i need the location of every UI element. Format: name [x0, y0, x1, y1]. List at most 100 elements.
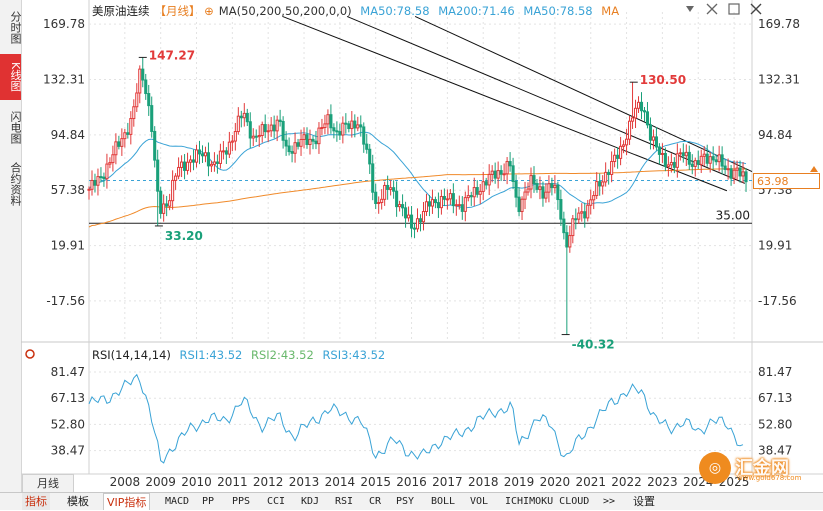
candle-body: [454, 204, 458, 207]
tab-cr[interactable]: CR: [369, 496, 382, 507]
indicator-bar: 指标 模板 VIP指标 MACD PP PPS CCI KDJ RSI CR P…: [0, 492, 823, 510]
candle-body: [389, 187, 393, 190]
candle-body: [714, 159, 718, 163]
symbol-name: 美原油连续: [92, 4, 150, 18]
extreme-label: 33.20: [165, 229, 203, 243]
settings-icon[interactable]: ⊕: [204, 4, 214, 18]
rsi-tick-label-left: 67.13: [51, 391, 85, 405]
candle-body: [278, 119, 282, 122]
rsi-tick-label-right: 38.47: [758, 444, 792, 458]
tab-indicators[interactable]: 指标: [22, 493, 50, 510]
candle-body: [311, 138, 315, 142]
candle-body: [720, 154, 724, 167]
watermark-url: www.gold678.com: [737, 474, 802, 482]
tab-pps[interactable]: PPS: [232, 496, 251, 507]
period-selector[interactable]: 月线: [22, 474, 74, 493]
channel-line: [346, 15, 746, 184]
candle-body: [625, 138, 629, 146]
tab-vol[interactable]: VOL: [470, 496, 489, 507]
candle-body: [368, 148, 372, 165]
tab-pp[interactable]: PP: [202, 496, 215, 507]
sidebar-tab-flash[interactable]: 闪电图: [9, 110, 22, 144]
x-tick-label: 2021: [575, 475, 606, 489]
candle-body: [335, 130, 339, 133]
tab-settings[interactable]: 设置: [633, 495, 655, 508]
tab-psy[interactable]: PSY: [396, 496, 415, 507]
candle-body: [212, 161, 216, 165]
tab-ichimoku[interactable]: ICHIMOKU CLOUD: [505, 496, 590, 507]
candle-body: [726, 168, 730, 171]
candle-body: [502, 173, 506, 176]
sidebar-tab-kline[interactable]: K线图: [0, 54, 22, 100]
candle-body: [442, 195, 446, 200]
candle-body: [224, 150, 228, 155]
candle-body: [616, 154, 620, 159]
tab-kdj[interactable]: KDJ: [301, 496, 320, 507]
candle-body: [448, 193, 452, 200]
candle-body: [299, 138, 303, 147]
candle-body: [586, 204, 590, 219]
candle-body: [723, 165, 727, 170]
candle-body: [218, 150, 222, 164]
candle-body: [421, 211, 426, 223]
candle-body: [194, 149, 199, 163]
candle-body: [633, 107, 638, 119]
candle-body: [272, 124, 276, 132]
candle-body: [487, 173, 491, 186]
tab-templates[interactable]: 模板: [67, 495, 89, 508]
candle-body: [684, 151, 688, 157]
sidebar-tab-timeshare[interactable]: 分时图: [9, 10, 22, 44]
candle-body: [263, 124, 267, 133]
y-tick-label-left: -17.56: [46, 294, 85, 308]
candle-body: [711, 156, 715, 161]
y-tick-label-left: 57.38: [51, 183, 85, 197]
sidebar-tab-contract-info[interactable]: 合约资料: [9, 162, 22, 206]
ma-params[interactable]: MA(50,200,50,200,0,0): [218, 4, 352, 18]
rsi-title[interactable]: RSI(14,14,14): [92, 348, 171, 362]
x-tick-label: 2010: [181, 475, 212, 489]
candle-body: [412, 227, 417, 230]
candle-body: [550, 183, 554, 189]
tab-macd[interactable]: MACD: [165, 496, 190, 507]
rsi-tick-label-left: 38.47: [51, 444, 85, 458]
x-tick-label: 2018: [468, 475, 499, 489]
candle-body: [538, 186, 542, 190]
candle-body: [269, 124, 273, 132]
candle-body: [436, 202, 440, 209]
candle-body: [168, 200, 172, 207]
tab-cci[interactable]: CCI: [267, 496, 286, 507]
candle-body: [729, 168, 733, 179]
candle-body: [738, 167, 742, 177]
x-tick-label: 2014: [325, 475, 356, 489]
candlesticks: [87, 57, 748, 335]
candle-body: [478, 190, 482, 195]
candle-body: [598, 181, 602, 187]
candle-body: [102, 176, 106, 180]
tab-rsi[interactable]: RSI: [335, 496, 354, 507]
candle-body: [165, 203, 169, 207]
candle-body: [266, 130, 270, 133]
tab-boll[interactable]: BOLL: [431, 496, 456, 507]
candle-body: [657, 146, 661, 155]
candle-body: [577, 212, 581, 220]
candle-body: [607, 171, 611, 175]
tab-more[interactable]: >>: [603, 496, 616, 507]
candle-body: [353, 120, 357, 129]
candle-body: [580, 211, 584, 214]
price-chart[interactable]: 169.78 169.78 132.31 132.31 94.84 94.84 57.38 5…: [0, 0, 823, 492]
x-tick-label: 2011: [217, 475, 248, 489]
x-tick-label: 2015: [360, 475, 391, 489]
y-tick-label-right: -17.56: [758, 294, 797, 308]
candle-body: [523, 191, 527, 200]
candle-body: [499, 170, 503, 175]
candle-body: [475, 187, 479, 195]
tab-vip-indicators[interactable]: VIP指标: [103, 493, 151, 510]
candle-body: [592, 195, 596, 201]
candle-body: [496, 170, 500, 179]
candle-body: [424, 201, 429, 213]
price-arrow-icon: [810, 166, 818, 172]
candle-body: [654, 136, 658, 148]
candle-body: [472, 187, 476, 198]
rsi-tick-label-right: 81.47: [758, 365, 792, 379]
chart-type-sidebar: 分时图 K线图 闪电图 合约资料: [0, 0, 22, 492]
